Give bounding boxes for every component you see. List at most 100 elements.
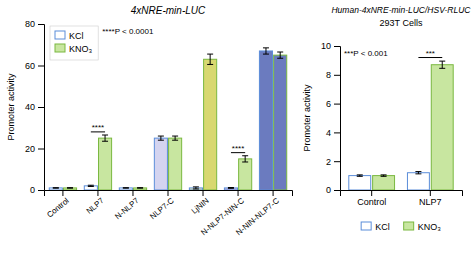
chart-panel: 020406080ControlNLP7N-NLP7NLP7-CLjNINN-N… bbox=[6, 5, 293, 237]
bar bbox=[169, 138, 182, 190]
tick-mark bbox=[132, 190, 133, 196]
figure: 020406080ControlNLP7N-NLP7NLP7-CLjNINN-N… bbox=[0, 0, 474, 275]
y-axis: 0 20 40 60 80 bbox=[25, 19, 45, 195]
tick-mark bbox=[334, 75, 340, 76]
tick-label: NLP7 bbox=[419, 197, 442, 207]
tick-label: 10 bbox=[321, 41, 331, 51]
y-tick: 80 bbox=[25, 19, 44, 29]
tick-mark bbox=[238, 190, 239, 196]
error-bar bbox=[158, 136, 164, 140]
tick-label: LjNIN bbox=[190, 196, 211, 216]
x-tick: Control bbox=[45, 190, 71, 220]
bar bbox=[84, 186, 97, 190]
tick-label: 4 bbox=[326, 128, 331, 138]
x-tick: NLP7 bbox=[419, 190, 442, 207]
tick-mark bbox=[203, 190, 204, 196]
tick-mark bbox=[38, 190, 44, 191]
tick-mark bbox=[334, 190, 340, 191]
error-bar bbox=[242, 156, 248, 162]
legend-label: KNO₃ bbox=[69, 44, 93, 54]
bar bbox=[63, 188, 76, 190]
chart-panel: 0246810ControlNLP7Promoter activityHuman… bbox=[302, 5, 471, 232]
tick-mark bbox=[97, 190, 98, 196]
tick-label: N-NLP7 bbox=[113, 196, 141, 222]
y-tick: 4 bbox=[326, 128, 340, 138]
tick-label: Control bbox=[357, 197, 386, 207]
significance-label: **** bbox=[92, 123, 104, 132]
bar-series bbox=[63, 52, 286, 190]
x-tick: NLP7-C bbox=[148, 190, 176, 221]
tick-mark bbox=[430, 190, 431, 196]
bar-series bbox=[373, 61, 454, 190]
bar bbox=[204, 59, 217, 190]
tick-label: 2 bbox=[326, 157, 331, 167]
y-tick: 8 bbox=[326, 70, 340, 80]
x-tick: Control bbox=[357, 190, 386, 207]
bar-series bbox=[49, 48, 272, 190]
error-bar bbox=[439, 61, 445, 68]
tick-label: 8 bbox=[326, 70, 331, 80]
tick-mark bbox=[334, 46, 340, 47]
y-axis-title: Promoter activity bbox=[302, 84, 312, 152]
y-tick: 40 bbox=[25, 102, 44, 112]
error-bar bbox=[102, 135, 108, 141]
plot-area bbox=[49, 48, 286, 190]
x-tick: LjNIN bbox=[190, 190, 211, 216]
tick-mark bbox=[334, 132, 340, 133]
legend-frame bbox=[50, 26, 98, 60]
bar bbox=[274, 55, 287, 190]
bar bbox=[349, 176, 371, 190]
bar-series bbox=[349, 172, 430, 190]
legend-swatch bbox=[55, 44, 65, 52]
legend-label: KNO₃ bbox=[418, 222, 442, 232]
tick-label: 60 bbox=[25, 61, 35, 71]
tick-mark bbox=[38, 107, 44, 108]
legend-label: KCl bbox=[69, 31, 84, 41]
tick-label: NLP7-C bbox=[148, 196, 176, 221]
tick-label: 40 bbox=[25, 102, 35, 112]
tick-label: 0 bbox=[30, 185, 35, 195]
error-bar bbox=[88, 185, 94, 186]
bar bbox=[119, 188, 132, 190]
legend: KCl KNO₃ bbox=[50, 26, 98, 60]
x-axis: Control NLP7 bbox=[341, 190, 463, 207]
error-bar bbox=[193, 187, 199, 189]
x-axis: ControlNLP7N-NLP7NLP7-CLjNINN-NLP7-NIN-C… bbox=[45, 190, 293, 237]
axis-line bbox=[341, 191, 463, 197]
x-tick: N-NLP7 bbox=[113, 190, 141, 221]
bar bbox=[373, 176, 395, 190]
tick-mark bbox=[38, 149, 44, 150]
tick-mark bbox=[62, 190, 63, 196]
tick-mark bbox=[38, 66, 44, 67]
annotation: ***P < 0.001 bbox=[344, 49, 388, 58]
significance-label: *** bbox=[426, 49, 435, 58]
y-tick: 6 bbox=[326, 99, 340, 109]
annotation: ****P < 0.0001 bbox=[102, 27, 154, 36]
annotations: *** ***P < 0.001 bbox=[344, 49, 442, 58]
bar bbox=[407, 173, 429, 190]
y-tick: 2 bbox=[326, 157, 340, 167]
bar bbox=[431, 65, 453, 190]
bar bbox=[99, 138, 112, 190]
legend-swatch bbox=[404, 222, 414, 230]
axis-line bbox=[38, 25, 45, 191]
error-bar bbox=[67, 187, 73, 188]
tick-mark bbox=[273, 190, 274, 196]
bar bbox=[134, 188, 147, 190]
error-bar bbox=[415, 172, 421, 174]
bar bbox=[259, 51, 272, 190]
y-tick: 60 bbox=[25, 61, 44, 71]
tick-label: NLP7 bbox=[85, 196, 107, 216]
bar bbox=[49, 188, 62, 190]
legend-swatch bbox=[55, 31, 65, 39]
bar bbox=[224, 188, 237, 190]
tick-label: 6 bbox=[326, 99, 331, 109]
x-tick: NLP7 bbox=[85, 190, 107, 216]
tick-mark bbox=[371, 190, 372, 196]
bar bbox=[239, 159, 252, 190]
legend: KClKNO₃ bbox=[361, 222, 441, 232]
y-tick: 10 bbox=[321, 41, 340, 51]
y-tick: 20 bbox=[25, 144, 44, 154]
tick-label: Control bbox=[45, 196, 71, 220]
y-tick: 0 bbox=[326, 185, 340, 195]
